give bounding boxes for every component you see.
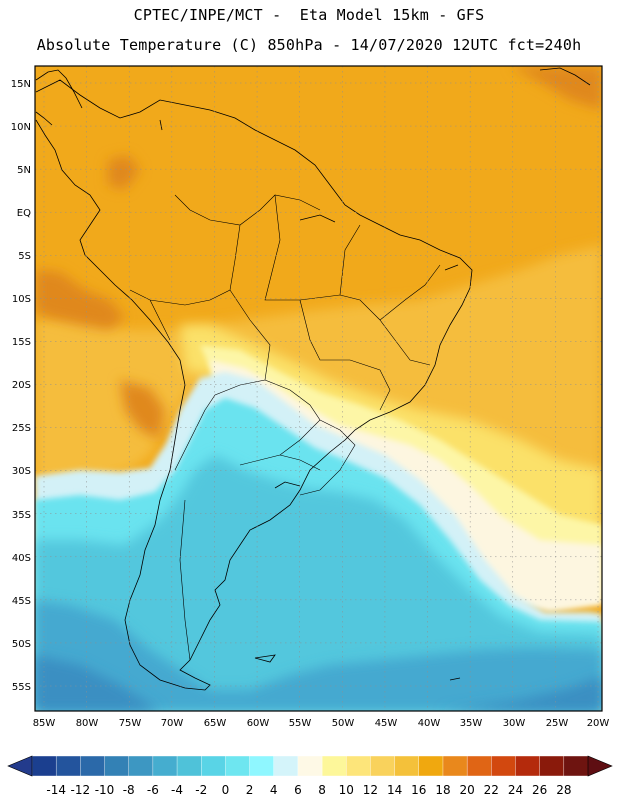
lat-label-5S: 5S [18, 251, 31, 262]
lat-label-20S: 20S [12, 380, 31, 391]
legend-label: -10 [95, 783, 115, 797]
lon-label-60W: 60W [247, 718, 270, 729]
lon-axis: 85W 80W 75W 70W 65W 60W 55W 50W 45W 40W … [33, 718, 610, 729]
lon-label-80W: 80W [76, 718, 99, 729]
legend-label: 28 [556, 783, 571, 797]
legend-color-cell [321, 755, 347, 777]
lon-label-35W: 35W [460, 718, 483, 729]
lat-label-55S: 55S [12, 682, 31, 693]
central-america-coastline [35, 69, 83, 126]
map-frame [34, 65, 603, 712]
legend-color-cell [563, 755, 589, 777]
map-outlines [35, 67, 591, 691]
lon-label-25W: 25W [546, 718, 569, 729]
lat-label-40S: 40S [12, 553, 31, 564]
cold-mid-region [35, 600, 602, 711]
legend-under-triangle [7, 755, 33, 777]
legend-color-cell [515, 755, 541, 777]
lat-label-EQ: EQ [17, 208, 31, 219]
legend-label: 8 [318, 783, 326, 797]
legend-color-cell [152, 755, 178, 777]
lat-label-30S: 30S [12, 466, 31, 477]
lon-label-75W: 75W [119, 718, 142, 729]
color-legend: -14 -12 -10 -8 -6 -4 -2 0 2 4 6 8 10 12 … [7, 755, 613, 797]
legend-label: 22 [484, 783, 499, 797]
cold-deep-region [35, 655, 602, 711]
legend-label: 6 [294, 783, 302, 797]
cold-sky-region [35, 455, 602, 711]
title-line-1: CPTEC/INPE/MCT - Eta Model 15km - GFS [133, 6, 485, 24]
title-line-2: Absolute Temperature (C) 850hPa - 14/07/… [36, 36, 582, 54]
legend-label: -14 [46, 783, 66, 797]
legend-labels: -14 -12 -10 -8 -6 -4 -2 0 2 4 6 8 10 12 … [46, 783, 571, 797]
legend-label: 20 [459, 783, 474, 797]
lon-label-20W: 20W [587, 718, 610, 729]
lat-label-25S: 25S [12, 423, 31, 434]
legend-label: 24 [508, 783, 523, 797]
legend-color-cell [55, 755, 81, 777]
legend-color-cell [539, 755, 565, 777]
legend-color-cell [370, 755, 396, 777]
legend-label: 2 [246, 783, 254, 797]
legend-color-cell [201, 755, 226, 777]
legend-color-cell [442, 755, 468, 777]
lat-label-10S: 10S [12, 294, 31, 305]
legend-color-cell [249, 755, 275, 777]
legend-color-cells [31, 755, 589, 777]
legend-label: 4 [270, 783, 278, 797]
legend-color-cell [31, 755, 57, 777]
legend-color-cell [225, 755, 251, 777]
legend-label: -12 [71, 783, 91, 797]
lon-label-50W: 50W [332, 718, 355, 729]
temperature-field [35, 66, 602, 711]
legend-color-cell [346, 755, 371, 777]
lon-label-40W: 40W [418, 718, 441, 729]
legend-color-cell [176, 755, 202, 777]
legend-label: -8 [123, 783, 135, 797]
lat-label-50S: 50S [12, 639, 31, 650]
legend-over-triangle [587, 755, 613, 777]
legend-label: 26 [532, 783, 547, 797]
lon-label-55W: 55W [289, 718, 312, 729]
islands-and-features [159, 67, 591, 681]
country-borders [129, 194, 441, 661]
legend-color-cell [466, 755, 492, 777]
lon-label-70W: 70W [161, 718, 184, 729]
lat-axis: 15N 10N 5N EQ 5S 10S 15S 20S 25S 30S 35S… [11, 79, 31, 693]
lon-label-65W: 65W [204, 718, 227, 729]
legend-label: 16 [411, 783, 426, 797]
lat-label-15S: 15S [12, 337, 31, 348]
legend-label: 18 [435, 783, 450, 797]
legend-color-cell [418, 755, 444, 777]
lat-label-15N: 15N [11, 79, 31, 90]
legend-color-cell [491, 755, 516, 777]
temperature-map: 15N 10N 5N EQ 5S 10S 15S 20S 25S 30S 35S… [11, 65, 610, 729]
legend-label: -2 [195, 783, 207, 797]
south-america-coastline [35, 79, 473, 691]
legend-label: 14 [387, 783, 402, 797]
lon-label-30W: 30W [503, 718, 526, 729]
lon-label-45W: 45W [375, 718, 398, 729]
legend-color-cell [128, 755, 154, 777]
legend-label: -6 [147, 783, 159, 797]
legend-label: -4 [171, 783, 183, 797]
lat-label-10N: 10N [11, 122, 31, 133]
legend-color-cell [104, 755, 130, 777]
legend-label: 12 [363, 783, 378, 797]
legend-color-cell [394, 755, 420, 777]
legend-color-cell [80, 755, 106, 777]
legend-label: 0 [222, 783, 230, 797]
lat-label-35S: 35S [12, 510, 31, 521]
legend-label: 10 [339, 783, 354, 797]
legend-color-cell [273, 755, 299, 777]
lat-label-5N: 5N [17, 165, 31, 176]
legend-color-cell [297, 755, 323, 777]
lat-label-45S: 45S [12, 596, 31, 607]
lon-label-85W: 85W [33, 718, 56, 729]
